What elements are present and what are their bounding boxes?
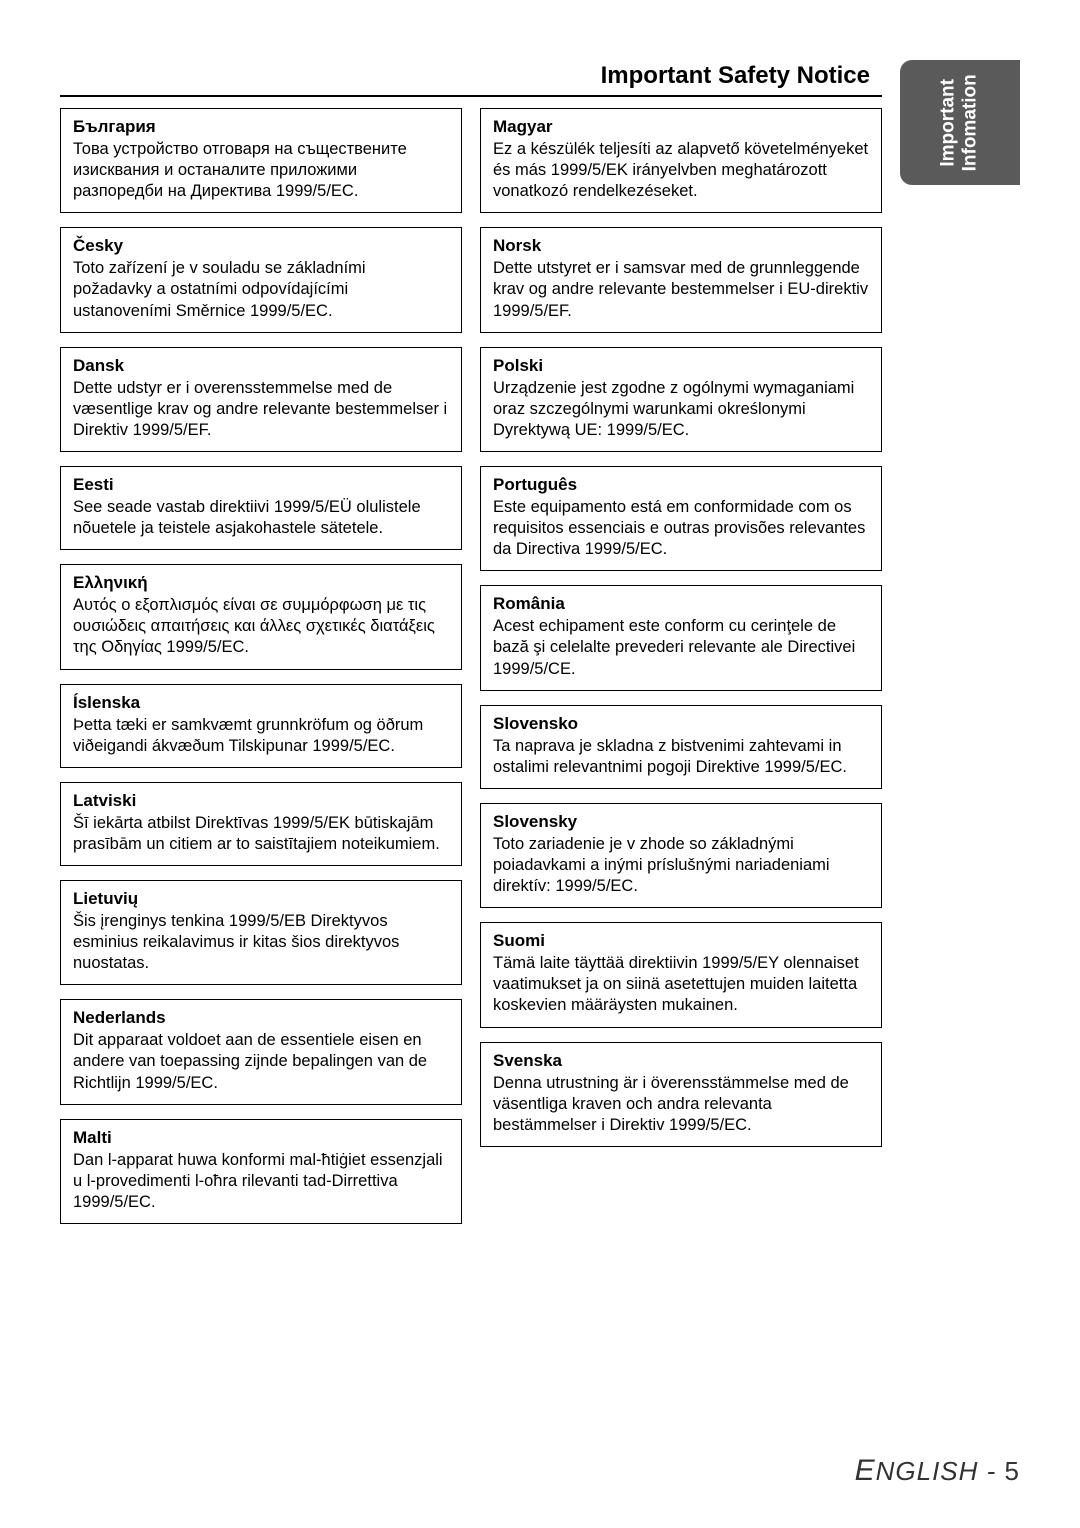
- notice-box: MagyarEz a készülék teljesíti az alapvet…: [480, 108, 882, 213]
- notice-text: Šī iekārta atbilst Direktīvas 1999/5/EK …: [73, 813, 449, 855]
- notice-text: Tämä laite täyttää direktiivin 1999/5/EY…: [493, 953, 869, 1016]
- footer-page-num: 5: [1005, 1456, 1020, 1486]
- notice-lang: Česky: [73, 236, 449, 256]
- page-root: Important Safety Notice ImportantInfomat…: [0, 0, 1080, 1528]
- notice-text: Urządzenie jest zgodne z ogólnymi wymaga…: [493, 378, 869, 441]
- notice-text: Dan l-apparat huwa konformi mal-ħtiġiet …: [73, 1150, 449, 1213]
- notice-lang: Dansk: [73, 356, 449, 376]
- notice-lang: Latviski: [73, 791, 449, 811]
- notice-box: MaltiDan l-apparat huwa konformi mal-ħti…: [60, 1119, 462, 1224]
- notice-box: SvenskaDenna utrustning är i överensstäm…: [480, 1042, 882, 1147]
- notice-text: Dette udstyr er i overensstemmelse med d…: [73, 378, 449, 441]
- notice-lang: Suomi: [493, 931, 869, 951]
- notice-text: Šis įrenginys tenkina 1999/5/EB Direktyv…: [73, 911, 449, 974]
- footer-sep: -: [978, 1456, 1004, 1486]
- notice-text: Dit apparaat voldoet aan de essentiele e…: [73, 1030, 449, 1093]
- notice-box: LatviskiŠī iekārta atbilst Direktīvas 19…: [60, 782, 462, 866]
- side-tab-label: ImportantInfomation: [938, 74, 982, 171]
- notice-box: RomâniaAcest echipament este conform cu …: [480, 585, 882, 690]
- notice-text: Este equipamento está em conformidade co…: [493, 497, 869, 560]
- notice-lang: Português: [493, 475, 869, 495]
- notice-text: See seade vastab direktiivi 1999/5/EÜ ol…: [73, 497, 449, 539]
- notice-text: Това устройство отговаря на съществените…: [73, 139, 449, 202]
- notice-box: SlovenskoTa naprava je skladna z bistven…: [480, 705, 882, 789]
- notice-text: Toto zařízení je v souladu se základními…: [73, 258, 449, 321]
- notice-text: Toto zariadenie je v zhode so základnými…: [493, 834, 869, 897]
- right-column: MagyarEz a készülék teljesíti az alapvet…: [480, 108, 882, 1224]
- notice-box: PortuguêsEste equipamento está em confor…: [480, 466, 882, 571]
- notice-lang: România: [493, 594, 869, 614]
- notice-box: БългарияТова устройство отговаря на съще…: [60, 108, 462, 213]
- page-footer: ENGLISH - 5: [855, 1454, 1020, 1488]
- notice-box: LietuviųŠis įrenginys tenkina 1999/5/EB …: [60, 880, 462, 985]
- notice-text: Acest echipament este conform cu cerinţe…: [493, 616, 869, 679]
- notice-text: Dette utstyret er i samsvar med de grunn…: [493, 258, 869, 321]
- notice-box: SuomiTämä laite täyttää direktiivin 1999…: [480, 922, 882, 1027]
- notice-lang: Slovensko: [493, 714, 869, 734]
- notice-lang: Magyar: [493, 117, 869, 137]
- notice-lang: Slovensky: [493, 812, 869, 832]
- notice-box: DanskDette udstyr er i overensstemmelse …: [60, 347, 462, 452]
- notice-text: Ez a készülék teljesíti az alapvető köve…: [493, 139, 869, 202]
- notice-box: PolskiUrządzenie jest zgodne z ogólnymi …: [480, 347, 882, 452]
- notice-text: Þetta tæki er samkvæmt grunnkröfum og öð…: [73, 715, 449, 757]
- notice-lang: Polski: [493, 356, 869, 376]
- notice-lang: Norsk: [493, 236, 869, 256]
- footer-lang-rest: NGLISH: [876, 1456, 979, 1486]
- notice-box: ÍslenskaÞetta tæki er samkvæmt grunnkröf…: [60, 684, 462, 768]
- notice-text: Ta naprava je skladna z bistvenimi zahte…: [493, 736, 869, 778]
- notice-lang: Ελληνική: [73, 573, 449, 593]
- notice-lang: Svenska: [493, 1051, 869, 1071]
- notice-box: NederlandsDit apparaat voldoet aan de es…: [60, 999, 462, 1104]
- notice-box: ČeskyToto zařízení je v souladu se zákla…: [60, 227, 462, 332]
- notice-text: Denna utrustning är i överensstämmelse m…: [493, 1073, 869, 1136]
- notice-lang: Eesti: [73, 475, 449, 495]
- notice-lang: Íslenska: [73, 693, 449, 713]
- notice-text: Αυτός ο εξοπλισμός είναι σε συμμόρφωση μ…: [73, 595, 449, 658]
- notice-box: EestiSee seade vastab direktiivi 1999/5/…: [60, 466, 462, 550]
- notice-box: SlovenskyToto zariadenie je v zhode so z…: [480, 803, 882, 908]
- notice-lang: Lietuvių: [73, 889, 449, 909]
- notice-lang: Nederlands: [73, 1008, 449, 1028]
- page-title: Important Safety Notice: [601, 62, 870, 90]
- header-rule: [60, 95, 882, 97]
- notice-box: NorskDette utstyret er i samsvar med de …: [480, 227, 882, 332]
- notice-lang: България: [73, 117, 449, 137]
- footer-first-letter: E: [855, 1454, 876, 1487]
- left-column: БългарияТова устройство отговаря на съще…: [60, 108, 462, 1224]
- notice-box: ΕλληνικήΑυτός ο εξοπλισμός είναι σε συμμ…: [60, 564, 462, 669]
- notice-lang: Malti: [73, 1128, 449, 1148]
- content-columns: БългарияТова устройство отговаря на съще…: [60, 108, 882, 1224]
- side-tab: ImportantInfomation: [900, 60, 1020, 185]
